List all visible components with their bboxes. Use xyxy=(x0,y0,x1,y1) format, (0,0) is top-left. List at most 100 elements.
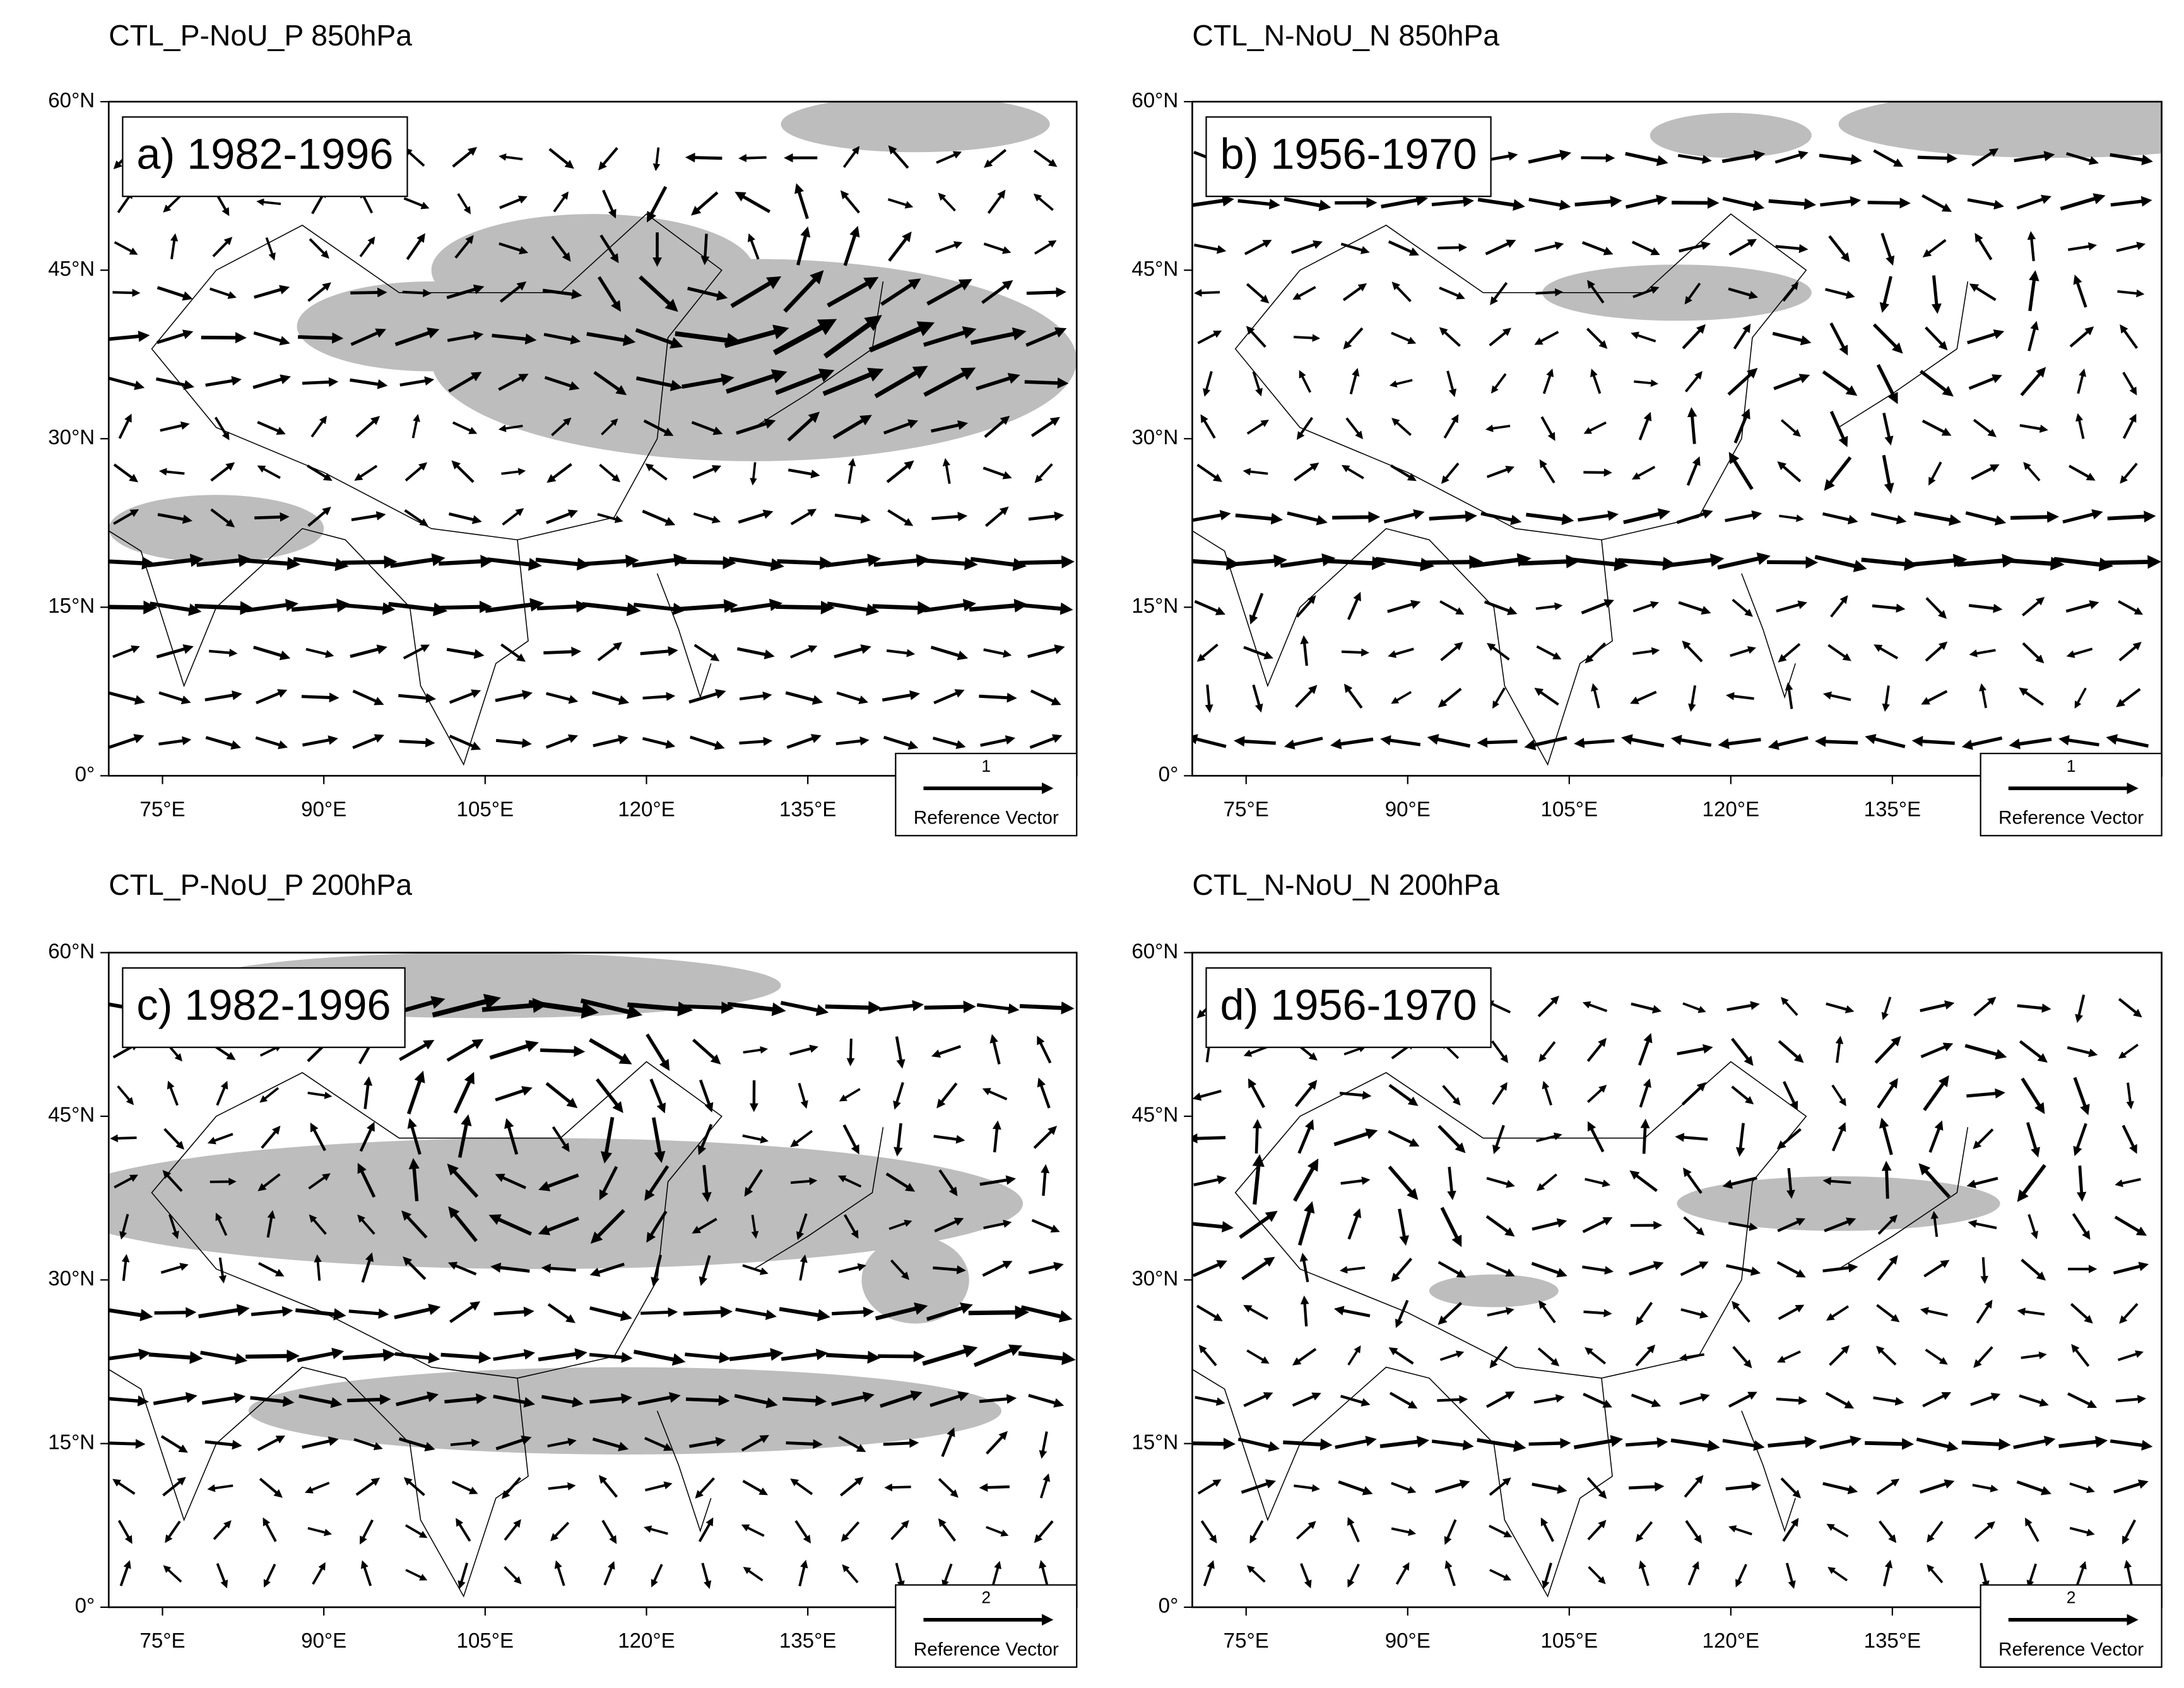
wind-vector xyxy=(785,691,823,705)
wind-vector xyxy=(1339,1090,1372,1100)
wind-vector xyxy=(153,1392,198,1405)
wind-vector xyxy=(938,1478,959,1498)
wind-vector xyxy=(982,1088,1008,1101)
wind-vector xyxy=(646,1210,668,1243)
wind-vector xyxy=(1679,1393,1710,1405)
wind-vector xyxy=(1730,646,1756,658)
wind-vector xyxy=(1925,641,1948,662)
wind-vector xyxy=(924,1000,976,1013)
wind-vector xyxy=(1777,1218,1806,1232)
wind-vector xyxy=(779,1307,830,1321)
wind-vector xyxy=(887,198,914,209)
wind-vector xyxy=(2069,464,2096,481)
wind-vector xyxy=(1581,241,1614,256)
wind-vector xyxy=(738,509,774,524)
x-tick-label: 105°E xyxy=(457,798,514,821)
wind-vector xyxy=(1193,1175,1227,1186)
wind-vector xyxy=(798,1559,808,1587)
wind-vector xyxy=(1539,459,1555,484)
x-tick-label: 90°E xyxy=(301,1629,346,1653)
wind-vector xyxy=(1431,196,1474,207)
wind-vector xyxy=(895,1036,906,1069)
wind-vector xyxy=(2066,152,2099,165)
wind-vector xyxy=(1243,1392,1273,1407)
wind-vector xyxy=(593,370,627,396)
wind-vector xyxy=(1768,736,1809,750)
wind-vector xyxy=(258,1261,285,1277)
wind-vector xyxy=(678,599,738,613)
wind-vector xyxy=(2073,1077,2090,1116)
wind-vector xyxy=(1882,685,1890,712)
wind-vector xyxy=(586,332,636,346)
wind-vector xyxy=(688,1437,726,1448)
wind-vector xyxy=(1486,1261,1515,1277)
wind-vector xyxy=(599,234,619,264)
x-tick-label: 105°E xyxy=(1541,1629,1598,1653)
wind-vector xyxy=(553,191,569,213)
wind-vector xyxy=(2116,242,2146,252)
wind-vector xyxy=(1772,331,1812,346)
wind-vector xyxy=(536,600,589,613)
wind-vector xyxy=(1237,198,1280,210)
significance-shading xyxy=(1838,102,2162,158)
wind-vector xyxy=(1632,286,1660,298)
wind-vector xyxy=(261,1125,281,1149)
wind-vector xyxy=(1540,416,1555,441)
wind-vector xyxy=(148,1351,203,1364)
wind-vector xyxy=(2021,1258,2046,1281)
wind-vector xyxy=(1440,642,1463,661)
significance-shading xyxy=(1650,112,1812,158)
wind-vector xyxy=(843,1214,859,1239)
wind-vector xyxy=(1388,1347,1414,1365)
wind-vector xyxy=(796,226,811,266)
wind-vector xyxy=(834,644,871,659)
wind-vector xyxy=(452,146,478,168)
wind-vector xyxy=(1913,511,1962,526)
wind-vector xyxy=(1776,1128,1802,1150)
wind-vector xyxy=(1931,275,1942,314)
wind-vector xyxy=(487,557,542,571)
wind-vector xyxy=(2017,1003,2051,1013)
wind-vector xyxy=(729,1348,784,1362)
wind-vector xyxy=(451,1480,478,1494)
wind-vector xyxy=(783,270,824,313)
wind-vector xyxy=(545,1082,578,1109)
wind-vector xyxy=(980,735,1016,747)
wind-vector xyxy=(2122,1124,2137,1154)
wind-vector xyxy=(698,1517,714,1542)
wind-vector xyxy=(1429,511,1477,522)
wind-vector xyxy=(1822,1263,1858,1273)
wind-vector xyxy=(1928,461,1942,486)
wind-vector xyxy=(347,1394,391,1405)
wind-vector xyxy=(697,1124,713,1155)
wind-vector xyxy=(1534,331,1559,345)
y-tick-label: 45°N xyxy=(48,1104,95,1127)
wind-vector xyxy=(1822,512,1858,524)
wind-vector xyxy=(2118,642,2142,662)
wind-vector xyxy=(1776,1261,1806,1278)
wind-vector xyxy=(170,233,179,259)
wind-vector xyxy=(1970,1393,2001,1407)
wind-vector xyxy=(1582,1217,1613,1234)
wind-vector xyxy=(1535,288,1564,297)
wind-vector xyxy=(1961,736,2003,750)
wind-vector xyxy=(695,1477,715,1499)
wind-vector xyxy=(253,646,291,661)
wind-vector xyxy=(160,1435,188,1453)
wind-vector xyxy=(1295,685,1318,708)
wind-vector xyxy=(2019,1040,2048,1063)
wind-vector xyxy=(1034,1520,1054,1543)
wind-vector xyxy=(403,1477,425,1496)
wind-vector xyxy=(216,1080,228,1106)
wind-vector xyxy=(1252,1119,1262,1154)
wind-vector xyxy=(538,1348,587,1362)
wind-vector xyxy=(488,1214,532,1236)
wind-vector xyxy=(1728,1525,1752,1536)
wind-vector xyxy=(1532,1218,1567,1231)
wind-vector xyxy=(836,691,869,704)
wind-vector xyxy=(156,644,194,659)
wind-vector xyxy=(1920,1000,1955,1012)
y-tick-label: 60°N xyxy=(1131,89,1178,112)
wind-vector xyxy=(117,1085,134,1106)
map-area xyxy=(109,952,1076,1598)
